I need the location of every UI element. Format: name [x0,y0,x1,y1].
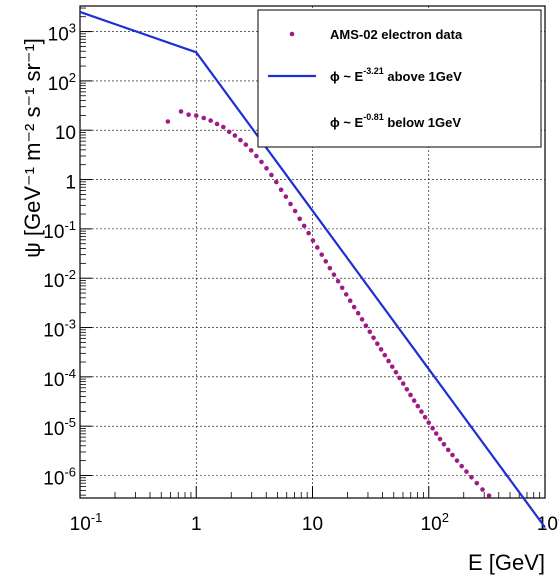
data-point [486,493,492,498]
data-point [415,403,421,409]
data-point [221,124,226,130]
data-point [208,118,213,123]
data-point [343,292,349,297]
data-point [248,148,254,153]
data-point [292,208,298,214]
y-tick-label: 10-6 [43,465,76,490]
y-tick-label: 1 [65,173,76,194]
data-point [331,272,337,277]
data-point [214,121,220,127]
legend-label: ϕ ~ E-3.21 above 1GeV [330,66,462,84]
data-point [306,230,311,236]
y-tick-label: 10 [55,123,76,144]
data-point [351,304,357,310]
data-point [201,115,207,121]
x-tick-label: 1 [191,514,202,535]
data-point [178,109,184,114]
data-point [382,352,388,358]
data-point [186,112,191,117]
data-point [363,323,369,328]
data-point [288,201,293,207]
y-tick-label: 103 [48,21,76,46]
data-point [441,441,447,447]
data-point [450,452,455,458]
data-point [426,420,432,425]
data-point [367,329,373,335]
data-point [469,474,474,480]
data-point [193,113,199,118]
legend: AMS-02 electron data ϕ ~ E-3.21 above 1Ge… [257,9,542,148]
data-point [238,137,243,143]
x-axis-title: E [GeV] [468,550,545,575]
data-point [323,259,329,264]
data-point [454,458,460,463]
data-point [278,187,284,193]
legend-box [257,9,542,148]
data-point [259,159,264,165]
y-tick-label: 102 [48,70,76,95]
y-axis-title: ψ [GeV⁻¹ m⁻² s⁻¹ sr⁻¹] [20,38,45,258]
data-point [375,341,380,347]
data-point [411,398,417,403]
data-point [339,285,345,291]
data-point [371,335,376,341]
data-point [393,369,399,375]
x-tick-label: 10 [302,514,323,535]
data-point [243,142,249,147]
data-point [254,153,259,159]
data-point [445,447,451,453]
data-point [283,194,289,199]
x-tick-labels: 10-1 1 10 102 103 [70,510,559,535]
data-point [273,179,279,185]
data-point [297,216,302,222]
data-point [232,133,238,138]
data-point [269,172,274,178]
data-point [433,431,439,436]
legend-marker [289,31,295,37]
data-point [422,414,428,420]
data-point [355,310,361,316]
y-tick-label: 10-5 [43,415,76,440]
data-point [397,375,402,381]
series-line [79,10,546,529]
data-point [226,129,232,135]
data-point [408,392,413,398]
x-tick-label: 103 [537,510,559,535]
data-point [464,469,469,474]
data-point [437,436,443,442]
data-point [459,463,464,469]
legend-label: AMS-02 electron data [330,27,463,42]
y-tick-label: 10-1 [43,218,76,243]
data-point [480,487,485,492]
data-point [474,480,480,486]
data-point [310,238,316,243]
data-point [327,265,333,271]
series-layer [79,10,546,529]
data-point [165,119,171,124]
data-point [378,347,384,352]
data-point [386,358,391,364]
y-tick-label: 10-4 [43,366,76,391]
data-point [315,245,320,250]
data-point [301,223,307,229]
data-point [359,317,365,322]
data-point [264,166,269,171]
data-point [400,381,406,386]
y-tick-label: 10-3 [43,317,76,342]
data-point [419,409,424,414]
data-point [347,298,353,303]
data-point [319,252,325,257]
axis-ticks [79,7,546,498]
y-tick-label: 10-2 [43,267,76,292]
data-point [430,425,435,431]
x-tick-label: 10-1 [70,510,103,535]
data-point [389,364,395,369]
data-point [335,278,341,284]
data-point [404,386,410,392]
legend-label: ϕ ~ E-0.81 below 1GeV [330,112,461,130]
x-tick-label: 102 [421,510,449,535]
